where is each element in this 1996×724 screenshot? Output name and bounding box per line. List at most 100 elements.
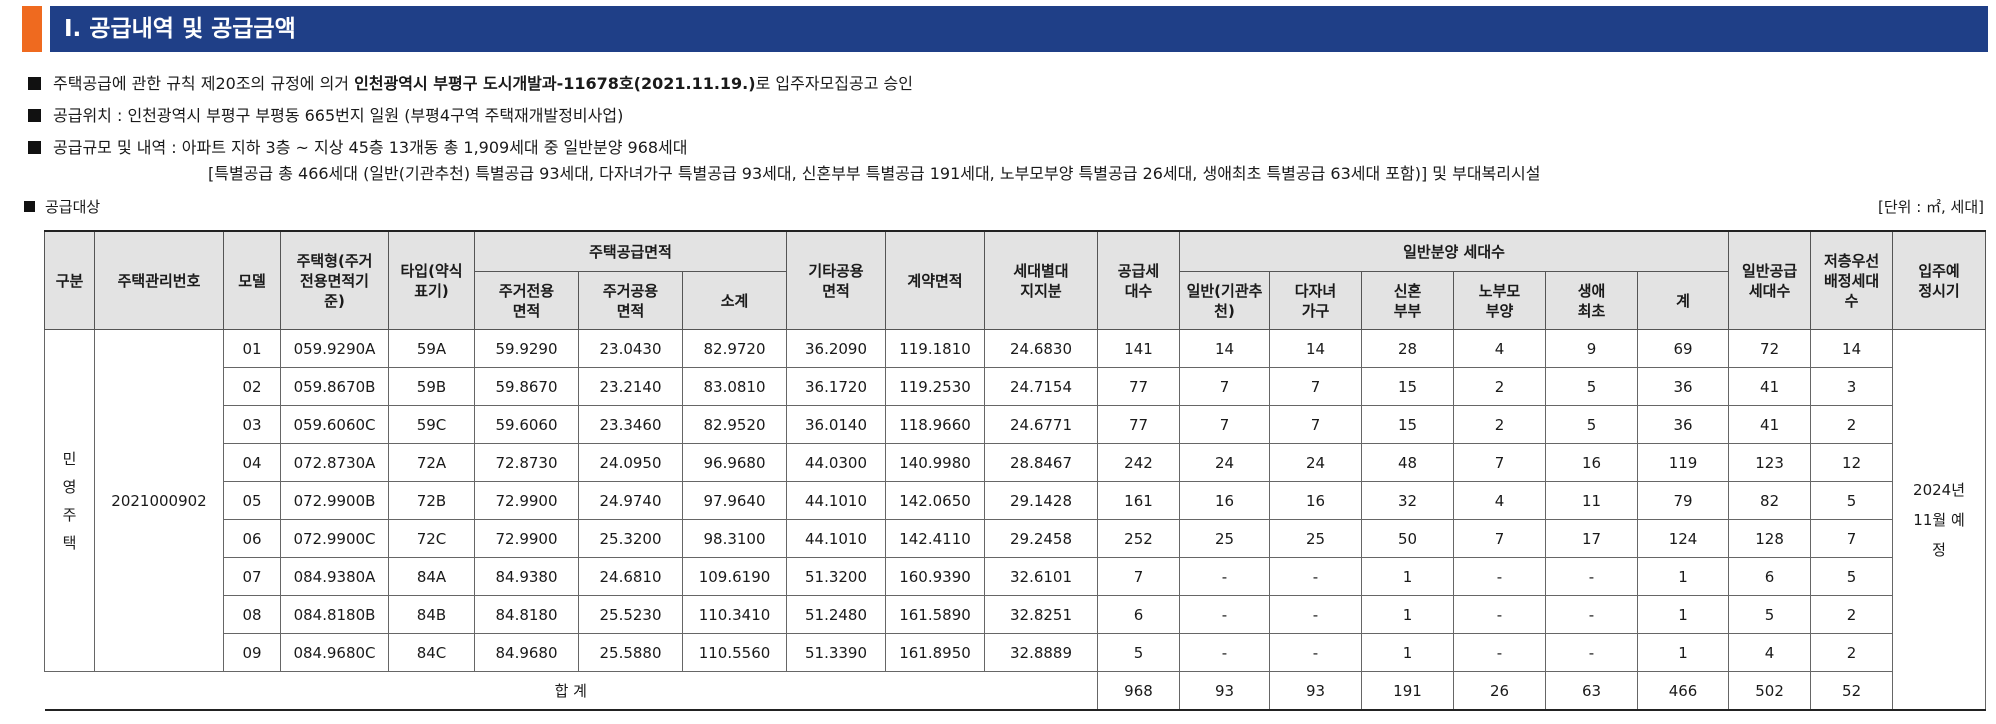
housing-type-cell: 072.8730A: [280, 443, 389, 482]
header-housing-type: 주택형(주거전용면적기준): [280, 230, 389, 330]
common-cell: 24.6810: [578, 557, 683, 596]
header-land-share-text: 세대별대지지분: [1013, 261, 1069, 300]
type-cell: 59A: [388, 329, 475, 368]
model-cell: 04: [223, 443, 281, 482]
general-supply-cell: 4: [1728, 633, 1812, 672]
elderly-cell: 7: [1453, 519, 1546, 558]
exclusive-cell: 59.9290: [474, 329, 579, 368]
subtotal-cell: 83.0810: [682, 367, 787, 406]
common-cell: 24.0950: [578, 443, 683, 482]
newlywed-cell: 1: [1361, 633, 1454, 672]
multi-child-cell: -: [1269, 595, 1362, 634]
subtotal-cell: 82.9520: [682, 405, 787, 444]
first-time-cell: 17: [1545, 519, 1638, 558]
total-general-cell: 502: [1728, 671, 1812, 711]
contract-cell: 161.8950: [885, 633, 985, 672]
approval-suffix: 로 입주자모집공고 승인: [755, 74, 913, 93]
multi-child-cell: 7: [1269, 367, 1362, 406]
contract-cell: 142.0650: [885, 481, 985, 520]
header-subtotal: 소계: [682, 271, 787, 330]
newlywed-cell: 1: [1361, 595, 1454, 634]
newlywed-cell: 48: [1361, 443, 1454, 482]
common-cell: 24.9740: [578, 481, 683, 520]
multi-child-cell: -: [1269, 557, 1362, 596]
sum-cell: 1: [1636, 633, 1730, 672]
common-cell: 23.0430: [578, 329, 683, 368]
approval-prefix: 주택공급에 관한 규칙 제20조의 규정에 의거: [53, 74, 355, 93]
header-row-2: 주거전용면적 주거공용면적 소계 일반(기관추천) 다자녀가구 신혼부부 노부모…: [45, 271, 1986, 330]
total-institution-cell: 93: [1179, 671, 1270, 711]
elderly-cell: 7: [1453, 443, 1546, 482]
supply-table: 구분 주택관리번호 모델 주택형(주거전용면적기준) 타입(약식표기) 주택공급…: [44, 230, 1986, 711]
other-common-cell: 51.3200: [786, 557, 886, 596]
total-newlywed-cell: 191: [1361, 671, 1454, 711]
header-general-supply-text: 일반공급세대수: [1741, 261, 1798, 300]
exclusive-cell: 72.8730: [474, 443, 579, 482]
type-cell: 59C: [388, 405, 475, 444]
header-housing-type-text: 주택형(주거전용면적기준): [296, 251, 373, 310]
scale-line: 공급규모 및 내역 : 아파트 지하 3층 ~ 지상 45층 13개동 총 1,…: [28, 137, 688, 159]
land-share-cell: 32.8889: [984, 633, 1098, 672]
type-cell: 72C: [388, 519, 475, 558]
total-label: 합 계: [44, 671, 1098, 711]
division-cell: 민영주택: [44, 329, 95, 672]
total-multi-child-cell: 93: [1269, 671, 1362, 711]
title-accent-block: [22, 6, 42, 52]
header-low-floor-text: 저층우선배정세대수: [1823, 251, 1880, 310]
common-cell: 25.5230: [578, 595, 683, 634]
header-division: 구분: [44, 230, 95, 330]
header-institution: 일반(기관추천): [1179, 271, 1270, 330]
header-multi-child-text: 다자녀가구: [1294, 281, 1337, 320]
multi-child-cell: 16: [1269, 481, 1362, 520]
square-bullet-icon: [28, 109, 41, 122]
subtotal-cell: 110.3410: [682, 595, 787, 634]
square-bullet-icon: [28, 77, 41, 90]
elderly-cell: 2: [1453, 367, 1546, 406]
land-share-cell: 29.1428: [984, 481, 1098, 520]
housing-type-cell: 059.9290A: [280, 329, 389, 368]
contract-cell: 161.5890: [885, 595, 985, 634]
low-floor-cell: 7: [1810, 519, 1894, 558]
table-row: 06 072.9900C 72C 72.9900 25.3200 98.3100 44.10…: [45, 519, 1986, 558]
low-floor-cell: 12: [1810, 443, 1894, 482]
common-cell: 25.3200: [578, 519, 683, 558]
header-sum: 계: [1636, 271, 1730, 330]
header-institution-text: 일반(기관추천): [1186, 281, 1263, 320]
multi-child-cell: 25: [1269, 519, 1362, 558]
table-row: 08 084.8180B 84B 84.8180 25.5230 110.3410 51.2…: [45, 595, 1986, 634]
supply-units-cell: 7: [1097, 557, 1180, 596]
housing-type-cell: 072.9900C: [280, 519, 389, 558]
other-common-cell: 51.3390: [786, 633, 886, 672]
header-supply-area: 주택공급면적: [474, 230, 787, 272]
subtotal-cell: 110.5560: [682, 633, 787, 672]
target-label: 공급대상: [45, 198, 101, 216]
elderly-cell: -: [1453, 595, 1546, 634]
header-type-text: 타입(약식표기): [400, 261, 463, 300]
land-share-cell: 24.6830: [984, 329, 1098, 368]
newlywed-cell: 32: [1361, 481, 1454, 520]
section-title-bar: I. 공급내역 및 공급금액: [22, 6, 1988, 52]
target-line: 공급대상: [24, 196, 100, 218]
square-bullet-icon: [28, 141, 41, 154]
general-supply-cell: 41: [1728, 405, 1812, 444]
table-row: 03 059.6060C 59C 59.6060 23.3460 82.9520 36.01…: [45, 405, 1986, 444]
land-share-cell: 29.2458: [984, 519, 1098, 558]
header-common-text: 주거공용면적: [602, 281, 659, 320]
other-common-cell: 44.1010: [786, 519, 886, 558]
sum-cell: 69: [1636, 329, 1730, 368]
total-sum-cell: 466: [1636, 671, 1730, 711]
total-row: 합 계 968 93 93 191 26 63 466 502 52: [44, 671, 1986, 711]
multi-child-cell: -: [1269, 633, 1362, 672]
newlywed-cell: 28: [1361, 329, 1454, 368]
housing-type-cell: 084.9380A: [280, 557, 389, 596]
general-supply-cell: 5: [1728, 595, 1812, 634]
general-supply-cell: 128: [1728, 519, 1812, 558]
table-row: 09 084.9680C 84C 84.9680 25.5880 110.5560 51.3…: [45, 633, 1986, 672]
table-body: 민영주택 2021000902 01 059.9290A 59A 59.9290…: [44, 329, 1986, 711]
first-time-cell: 16: [1545, 443, 1638, 482]
contract-cell: 140.9980: [885, 443, 985, 482]
newlywed-cell: 15: [1361, 405, 1454, 444]
supply-units-cell: 141: [1097, 329, 1180, 368]
header-first-time: 생애최초: [1545, 271, 1638, 330]
low-floor-cell: 2: [1810, 595, 1894, 634]
